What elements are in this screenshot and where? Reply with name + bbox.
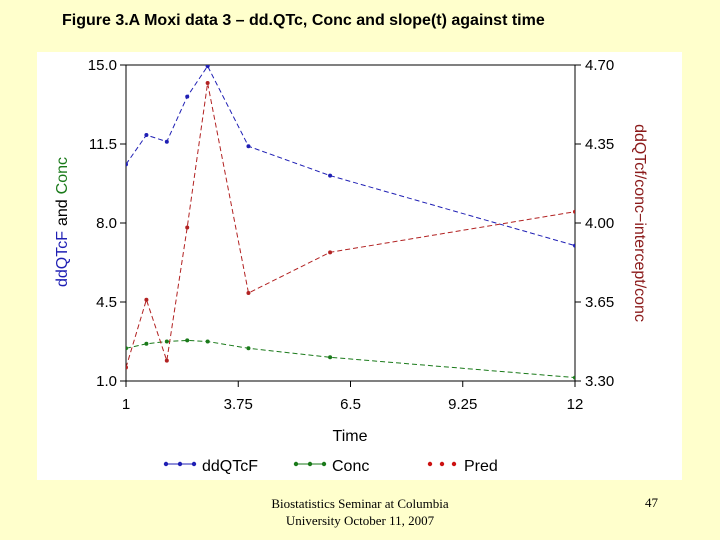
- data-point-conc: [164, 339, 169, 344]
- y-axis-left-label-conc: Conc: [54, 157, 71, 194]
- legend: ddQTcF Conc Pred: [163, 458, 498, 475]
- data-point-pred: [185, 225, 190, 230]
- series-line-ddqtcf: [126, 65, 575, 247]
- data-point-pred: [144, 297, 149, 302]
- series-line-conc: [126, 339, 575, 379]
- footer-line-1: Biostatistics Seminar at Columbia: [271, 496, 449, 511]
- x-axis-label: Time: [333, 428, 368, 445]
- data-point-ddqtcf: [164, 139, 169, 144]
- legend-item-pred: Pred: [427, 458, 498, 475]
- legend-label-conc: Conc: [332, 458, 369, 475]
- y-right-tick-label: 3.30: [585, 373, 614, 390]
- data-point-pred: [205, 81, 210, 86]
- y-left-tick-label: 15.0: [88, 57, 117, 74]
- legend-label-pred: Pred: [464, 458, 498, 475]
- data-point-conc: [246, 346, 251, 351]
- data-point-conc: [144, 341, 149, 346]
- series-line-pred: [126, 83, 575, 368]
- data-point-ddqtcf: [246, 144, 251, 149]
- x-tick-label: 6.5: [340, 396, 361, 413]
- y-left-tick-label: 11.5: [89, 136, 117, 153]
- y-axis-left-label: ddQTcF and Conc: [54, 157, 71, 287]
- slide-number: 47: [645, 495, 658, 510]
- data-point-pred: [328, 250, 333, 255]
- data-point-ddqtcf: [205, 65, 210, 69]
- data-point-ddqtcf: [185, 94, 190, 99]
- y-axis-left-label-and: and: [54, 199, 71, 226]
- y-right-tick-label: 4.35: [585, 136, 614, 153]
- y-left-tick-label: 1.0: [96, 373, 117, 390]
- legend-item-conc: Conc: [293, 458, 369, 475]
- data-point-conc: [205, 339, 210, 344]
- y-axis-left-label-ddqtcf: ddQTcF: [54, 231, 71, 287]
- data-point-conc: [573, 375, 575, 380]
- x-tick-label: 12: [567, 396, 584, 413]
- chart-panel: 1 3.75 6.5 9.25 12 1.0 4.5 8.0 11.5 15.0 3.30 3.6…: [37, 52, 682, 480]
- legend-item-ddqtcf: ddQTcF: [163, 458, 258, 475]
- data-point-pred: [164, 358, 169, 363]
- y-right-tick-label: 3.65: [585, 294, 614, 311]
- data-point-pred: [246, 290, 251, 295]
- y-left-tick-label: 8.0: [96, 215, 117, 232]
- data-point-ddqtcf: [144, 132, 149, 137]
- legend-label-ddqtcf: ddQTcF: [202, 458, 258, 475]
- data-point-conc: [328, 355, 333, 360]
- footer-line-2: University October 11, 2007: [285, 513, 435, 528]
- y-right-tick-label: 4.70: [585, 57, 614, 74]
- slide-title: Figure 3.A Moxi data 3 – dd.QTc, Conc an…: [62, 12, 545, 29]
- x-tick-label: 1: [122, 396, 130, 413]
- chart-svg: 1 3.75 6.5 9.25 12 1.0 4.5 8.0 11.5 15.0 3.30 3.6…: [54, 57, 648, 475]
- data-point-ddqtcf: [328, 173, 333, 178]
- data-point-ddqtcf: [126, 162, 128, 167]
- y-axis-right-label: ddQTcf/conc−intercept/conc: [631, 124, 648, 322]
- data-point-pred: [126, 365, 128, 370]
- data-point-ddqtcf: [573, 243, 575, 248]
- y-right-tick-label: 4.00: [585, 215, 614, 232]
- data-point-conc: [185, 338, 190, 343]
- x-tick-label: 9.25: [448, 396, 477, 413]
- x-tick-label: 3.75: [224, 396, 253, 413]
- data-point-pred: [573, 209, 575, 214]
- y-left-tick-label: 4.5: [96, 294, 117, 311]
- footer: Biostatistics Seminar at Columbia Univer…: [250, 495, 470, 529]
- data-point-conc: [126, 346, 128, 351]
